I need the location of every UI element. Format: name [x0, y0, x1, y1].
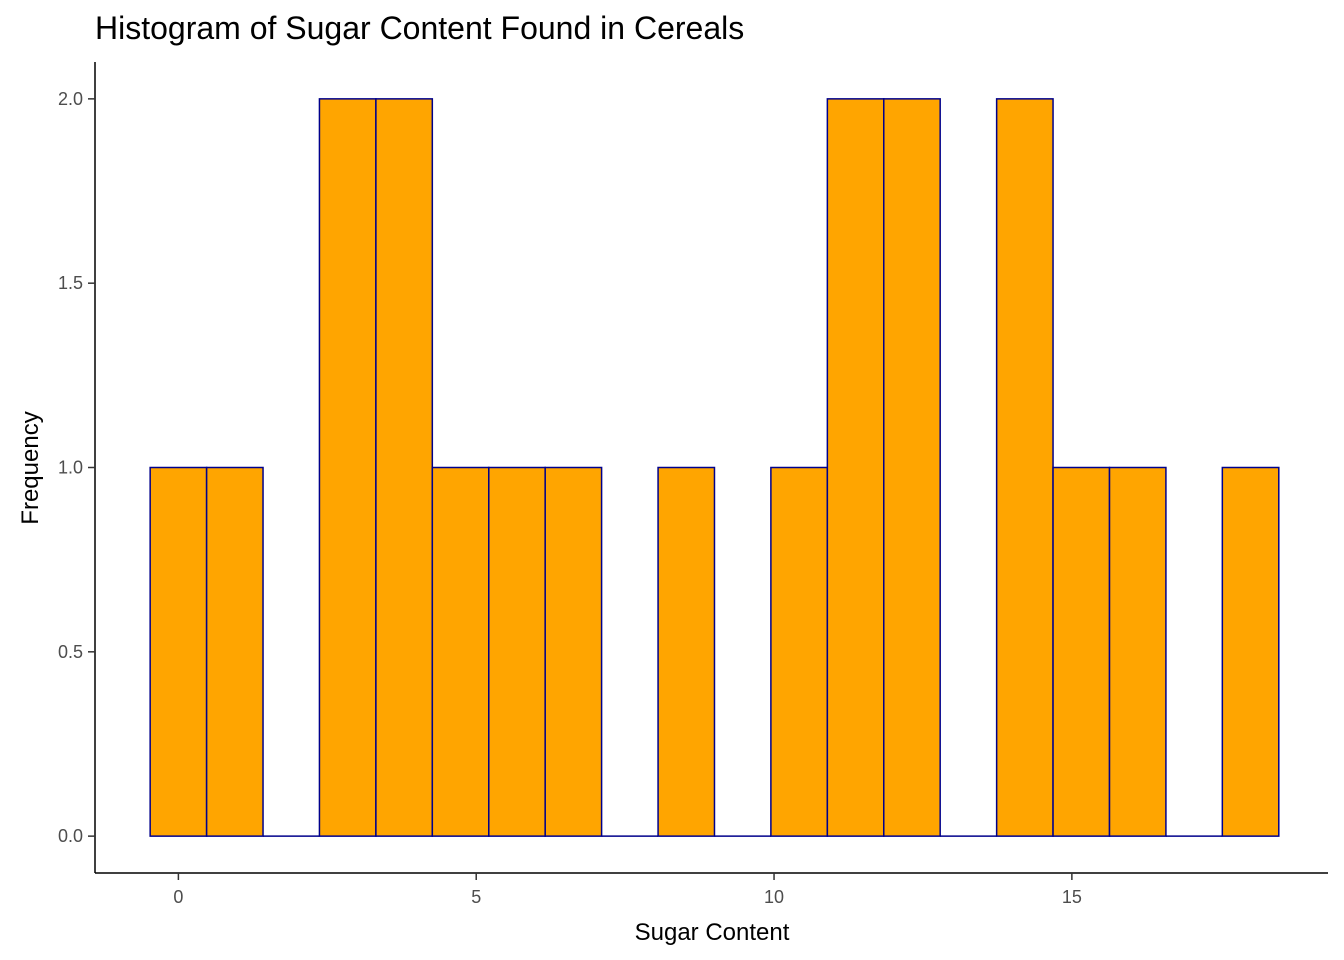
histogram-bar [544, 466, 603, 837]
y-tick-label: 0.5 [58, 642, 83, 662]
histogram-bar [149, 466, 208, 837]
y-tick-label: 1.0 [58, 458, 83, 478]
x-axis-title: Sugar Content [635, 919, 790, 946]
histogram-bar [375, 98, 434, 837]
chart-title: Histogram of Sugar Content Found in Cere… [95, 10, 745, 46]
histogram-bar [1052, 466, 1111, 837]
histogram-bar [770, 466, 829, 837]
histogram-bar [488, 466, 546, 837]
y-tick-label: 2.0 [58, 89, 83, 109]
x-tick-label: 5 [471, 887, 481, 907]
histogram-bar [205, 466, 264, 837]
bars-group [149, 98, 1280, 837]
y-axis-title: Frequency [17, 411, 44, 524]
x-tick-label: 0 [173, 887, 183, 907]
x-tick-label: 15 [1062, 887, 1082, 907]
histogram-bar [431, 466, 490, 837]
histogram-bar [1108, 466, 1167, 837]
histogram-bar [318, 98, 377, 837]
histogram-bar [826, 98, 885, 837]
histogram-bar [657, 466, 716, 837]
y-axis-ticks: 0.0 0.5 1.0 1.5 2.0 [58, 89, 95, 846]
histogram-bar [1221, 466, 1280, 837]
x-tick-label: 10 [764, 887, 784, 907]
y-tick-label: 0.0 [58, 826, 83, 846]
histogram-bar [995, 98, 1054, 837]
x-axis-ticks: 0 5 10 15 [173, 873, 1082, 907]
histogram-bar [883, 98, 941, 837]
y-tick-label: 1.5 [58, 273, 83, 293]
